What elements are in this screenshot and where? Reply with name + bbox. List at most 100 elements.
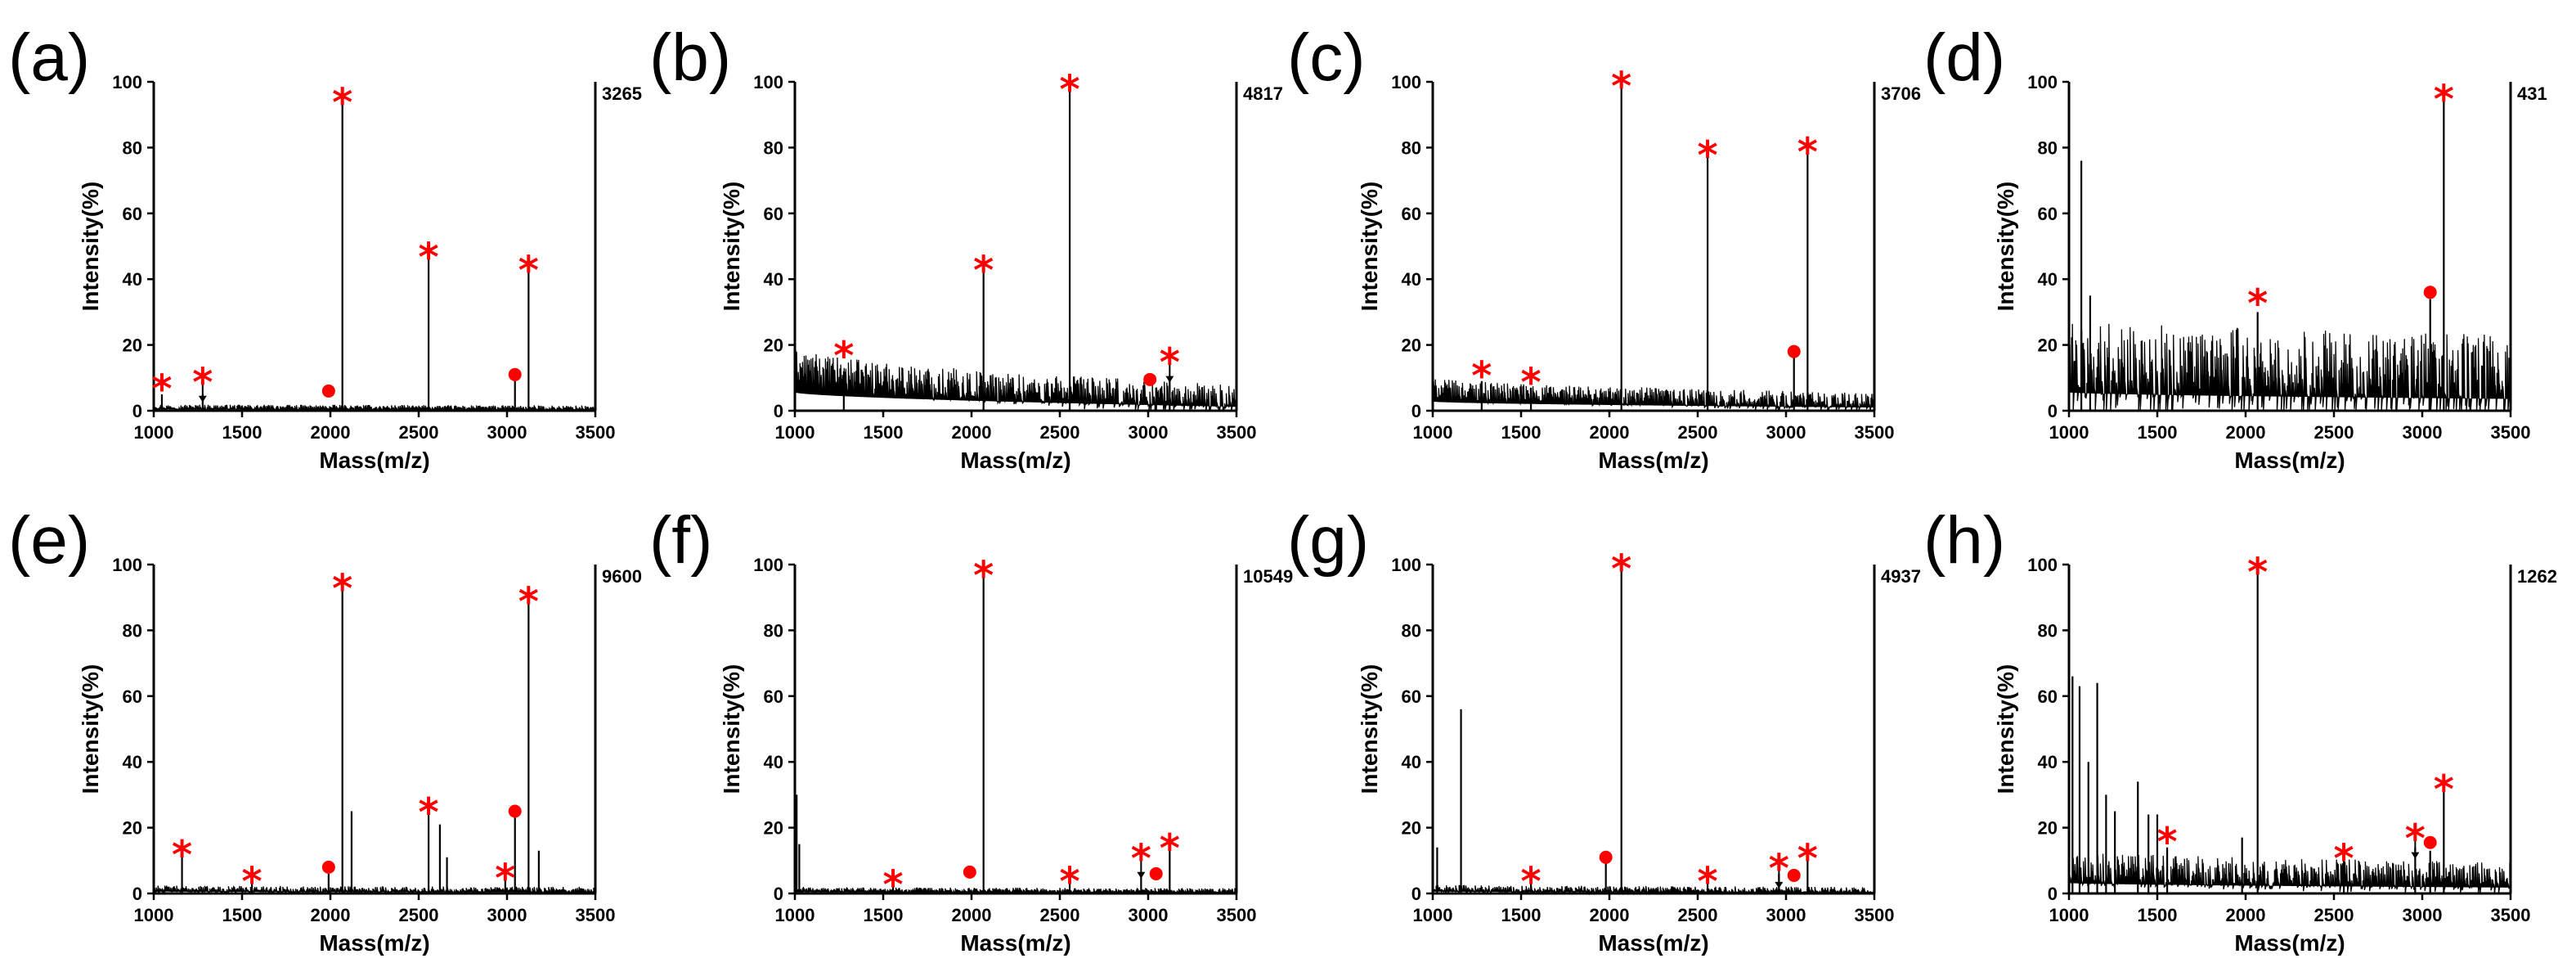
- red-star-marker: *: [495, 856, 515, 902]
- max-intensity-label: 3265: [602, 83, 642, 104]
- x-tick-label: 1000: [2049, 905, 2089, 925]
- spectrum-panel: (g) 1000 1500 2000 2500 3000 3500 0 20 40 60 80 100 M…: [1287, 503, 1921, 956]
- red-star-marker: *: [2334, 836, 2354, 882]
- max-intensity-label: 3706: [1881, 83, 1921, 104]
- baseline-noise: [794, 350, 1237, 412]
- x-tick-label: 3500: [1855, 422, 1895, 443]
- x-tick-label: 1000: [775, 905, 815, 925]
- x-tick-label: 1000: [775, 422, 815, 443]
- max-intensity-label: 10549: [1243, 566, 1293, 587]
- y-tick-label: 20: [764, 818, 783, 839]
- x-tick-label: 1500: [222, 422, 263, 443]
- x-tick-label: 1500: [864, 905, 904, 925]
- baseline-noise: [1432, 379, 1875, 412]
- red-star-marker: *: [192, 360, 213, 406]
- y-tick-label: 20: [1402, 818, 1421, 839]
- red-star-marker: *: [2247, 281, 2268, 326]
- y-tick-label: 60: [2038, 686, 2058, 707]
- red-star-marker: *: [883, 862, 904, 908]
- x-tick-label: 3500: [2491, 422, 2531, 443]
- red-dot-marker: [1599, 850, 1613, 864]
- x-tick-label: 3000: [487, 905, 527, 925]
- y-tick-label: 0: [132, 884, 142, 904]
- y-tick-label: 100: [753, 555, 783, 575]
- baseline-noise: [794, 887, 1237, 895]
- red-dot-marker: [2423, 286, 2437, 299]
- y-tick-label: 80: [764, 137, 783, 158]
- y-tick-label: 60: [1402, 686, 1421, 707]
- red-star-marker: *: [1611, 64, 1631, 110]
- y-tick-label: 60: [1402, 204, 1421, 224]
- red-dot-marker: [1143, 372, 1157, 386]
- x-tick-label: 2000: [311, 905, 351, 925]
- panel-label: (d): [1923, 20, 2005, 95]
- x-tick-label: 2000: [952, 422, 992, 443]
- y-tick-label: 0: [2048, 401, 2058, 421]
- max-intensity-label: 4817: [1243, 83, 1283, 104]
- spectrum-panel: (a) 1000 1500 2000 2500 3000 3500 0 20 40 60 80 100 M…: [8, 20, 642, 473]
- y-tick-label: 40: [123, 752, 142, 772]
- x-axis-title: Mass(m/z): [960, 448, 1070, 473]
- panel-label: (e): [8, 503, 90, 578]
- red-star-marker: *: [1160, 340, 1180, 386]
- x-tick-label: 2000: [2226, 905, 2266, 925]
- y-axis-title: Intensity(%): [1993, 182, 2018, 312]
- y-axis-title: Intensity(%): [78, 664, 103, 794]
- y-axis-title: Intensity(%): [78, 182, 103, 312]
- y-tick-label: 20: [1402, 335, 1421, 356]
- red-star-marker: *: [2434, 767, 2454, 812]
- x-tick-label: 3500: [1217, 905, 1257, 925]
- y-tick-label: 0: [1411, 884, 1421, 904]
- max-intensity-label: 1262: [2517, 566, 2557, 587]
- x-tick-label: 1500: [1501, 905, 1542, 925]
- baseline-noise: [153, 404, 596, 412]
- red-dot-marker: [2423, 835, 2437, 849]
- red-star-marker: *: [419, 790, 439, 835]
- x-tick-label: 3000: [1129, 422, 1169, 443]
- peak-arrow-head: [2411, 852, 2420, 859]
- x-axis-title: Mass(m/z): [319, 448, 429, 473]
- red-star-marker: *: [1521, 360, 1542, 406]
- peak-arrow-head: [1137, 871, 1146, 879]
- y-tick-label: 60: [123, 204, 142, 224]
- y-tick-label: 20: [2038, 818, 2058, 839]
- baseline-noise: [2068, 853, 2511, 894]
- y-tick-label: 0: [774, 884, 783, 904]
- red-star-marker: *: [1521, 859, 1542, 905]
- y-tick-label: 100: [1391, 555, 1421, 575]
- x-tick-label: 3000: [1129, 905, 1169, 925]
- red-dot-marker: [963, 865, 976, 879]
- red-dot-marker: [508, 367, 522, 381]
- x-tick-label: 1000: [1413, 905, 1453, 925]
- panel-label: (c): [1287, 20, 1366, 95]
- y-tick-label: 40: [2038, 752, 2058, 772]
- x-tick-label: 2000: [311, 422, 351, 443]
- y-tick-label: 80: [764, 620, 783, 641]
- x-tick-label: 1500: [864, 422, 904, 443]
- y-tick-label: 0: [132, 401, 142, 421]
- red-star-marker: *: [833, 334, 854, 380]
- y-tick-label: 80: [2038, 137, 2058, 158]
- y-tick-label: 20: [123, 335, 142, 356]
- red-dot-marker: [321, 860, 335, 874]
- y-tick-label: 40: [2038, 269, 2058, 290]
- red-dot-marker: [1787, 868, 1801, 882]
- x-tick-label: 3000: [1766, 905, 1806, 925]
- x-tick-label: 3500: [1855, 905, 1895, 925]
- peak-arrow-head: [1165, 376, 1174, 383]
- red-star-marker: *: [1797, 129, 1818, 175]
- red-star-marker: *: [1611, 547, 1631, 592]
- y-tick-label: 40: [764, 752, 783, 772]
- x-axis-title: Mass(m/z): [319, 930, 429, 956]
- panel-label: (b): [649, 20, 731, 95]
- x-tick-label: 1500: [222, 905, 263, 925]
- x-tick-label: 1500: [1501, 422, 1542, 443]
- y-tick-label: 80: [123, 137, 142, 158]
- y-tick-label: 40: [123, 269, 142, 290]
- red-star-marker: *: [973, 553, 994, 599]
- x-tick-label: 2000: [1590, 422, 1630, 443]
- max-intensity-label: 4937: [1881, 566, 1921, 587]
- red-dot-marker: [1149, 866, 1163, 880]
- x-tick-label: 3000: [487, 422, 527, 443]
- max-intensity-label: 431: [2517, 83, 2547, 104]
